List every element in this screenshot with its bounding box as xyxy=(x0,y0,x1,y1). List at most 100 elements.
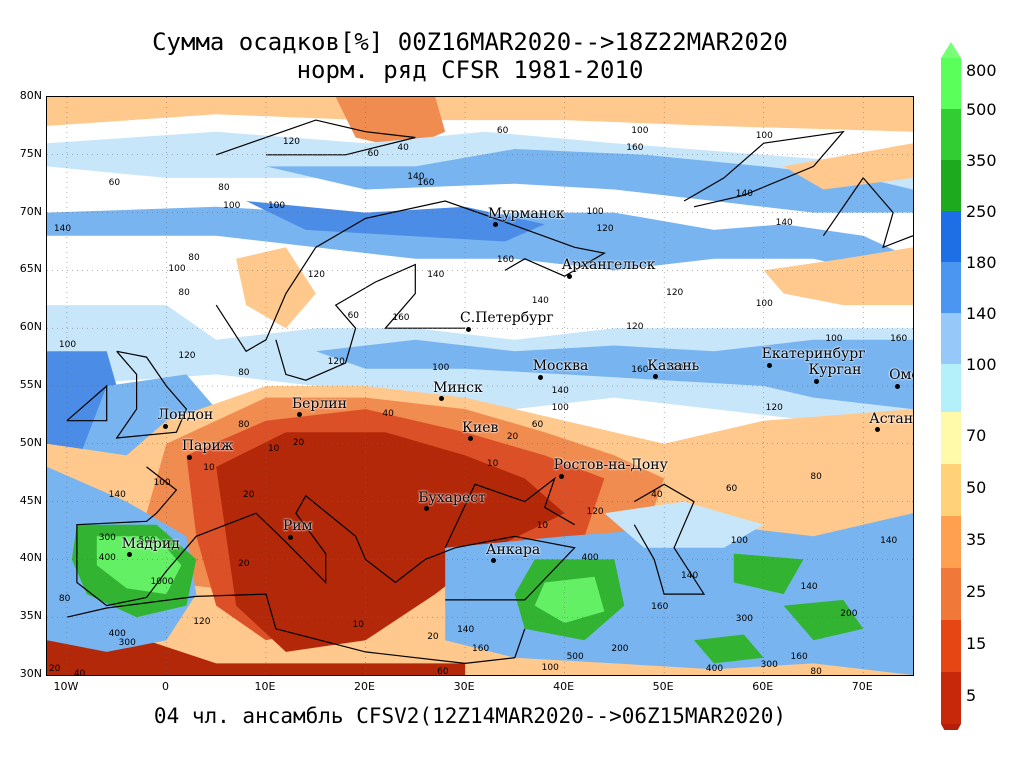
legend-swatch xyxy=(941,313,961,364)
field-region xyxy=(47,305,913,444)
contour-label: 60 xyxy=(367,148,379,159)
contour-label: 80 xyxy=(238,368,250,379)
contour-label: 80 xyxy=(178,287,190,298)
latitude-label: 45N xyxy=(19,493,42,507)
contour-label: 100 xyxy=(432,362,450,373)
city-marker xyxy=(559,473,565,479)
legend-bottom-arrow xyxy=(941,724,961,730)
contour-label: 140 xyxy=(531,295,549,306)
legend-swatch xyxy=(941,211,961,262)
contour-label: 160 xyxy=(651,601,669,612)
legend-swatch xyxy=(941,464,961,516)
contour-label: 200 xyxy=(611,643,629,654)
city-marker xyxy=(493,222,499,227)
city-label: Киев xyxy=(462,419,499,436)
longitude-label: 10W xyxy=(53,680,79,693)
legend-label: 140 xyxy=(966,304,997,323)
contour-label: 100 xyxy=(825,333,843,344)
city-label: С.Петербург xyxy=(460,310,554,327)
precipitation-map: 60 100 100 120 40 60 160 60 80 140 160 100 100 140 140… xyxy=(46,96,914,676)
contour-label: 300 xyxy=(735,613,753,624)
contour-label: 160 xyxy=(890,333,908,344)
legend-swatch xyxy=(941,364,961,415)
city-marker xyxy=(813,378,819,384)
longitude-label: 0 xyxy=(161,680,169,693)
contour-label: 160 xyxy=(392,312,410,323)
contour-label: 40 xyxy=(382,408,394,419)
city-marker xyxy=(465,326,471,332)
city-marker xyxy=(423,506,429,512)
contour-label: 140 xyxy=(457,625,475,636)
field-region xyxy=(783,443,913,502)
contour-label: 160 xyxy=(790,651,808,662)
contour-label: 100 xyxy=(223,200,241,211)
contour-label: 40 xyxy=(73,669,86,676)
contour-label: 80 xyxy=(218,183,230,194)
city-label: Мадрид xyxy=(121,535,180,552)
latitude-label: 30N xyxy=(19,667,42,680)
city-marker xyxy=(288,534,294,540)
latitude-label: 55N xyxy=(19,378,42,391)
field-region xyxy=(733,553,804,595)
city-label: Омск xyxy=(889,367,913,383)
contour-label: 100 xyxy=(631,125,649,136)
contour-label: 80 xyxy=(810,666,822,676)
city-label: Курган xyxy=(808,362,862,379)
contour-label: 60 xyxy=(531,420,544,431)
field-region xyxy=(236,247,316,329)
precip-field xyxy=(47,97,913,675)
contour-label: 500 xyxy=(566,651,584,662)
contour-label: 60 xyxy=(108,177,121,188)
contour-label: 140 xyxy=(800,582,818,593)
legend-swatch xyxy=(941,620,961,672)
legend-label: 350 xyxy=(966,151,997,170)
longitude-label: 20E xyxy=(354,680,375,693)
longitude-label: 70E xyxy=(851,680,873,693)
legend-swatch xyxy=(941,412,961,464)
contour-label: 120 xyxy=(282,137,301,148)
coastline xyxy=(66,593,526,665)
contour-label: 400 xyxy=(581,553,599,564)
ensemble-footer: 04 чл. ансамбль CFSV2(12Z14MAR2020-->06Z… xyxy=(153,704,787,728)
coastline xyxy=(215,200,607,353)
contour-label: 20 xyxy=(506,432,519,443)
longitude-label: 60E xyxy=(752,680,774,693)
contour-label: 120 xyxy=(765,403,783,414)
legend-swatch xyxy=(941,58,961,109)
contour-label: 10 xyxy=(267,443,280,454)
contour-label: 100 xyxy=(153,478,171,489)
contour-label: 20 xyxy=(243,489,255,500)
field-region xyxy=(47,206,913,282)
contour-label: 100 xyxy=(755,299,773,310)
coastline xyxy=(66,384,108,422)
contour-label: 100 xyxy=(58,339,77,350)
contour-label: 140 xyxy=(735,189,753,200)
contour-label: 1000 xyxy=(150,576,174,587)
city-marker xyxy=(127,552,133,558)
field-region xyxy=(694,634,764,664)
city-label: Астана xyxy=(869,410,914,427)
legend-label: 50 xyxy=(966,478,987,497)
contour-label: 120 xyxy=(307,270,325,281)
contour-label: 120 xyxy=(596,223,614,234)
city-label: Париж xyxy=(181,438,234,455)
coastline xyxy=(115,350,188,439)
legend-label: 5 xyxy=(966,686,977,705)
legend-label: 15 xyxy=(966,634,987,653)
city-label: Бухарест xyxy=(418,489,486,506)
contour-label: 60 xyxy=(437,666,449,676)
contour-label: 160 xyxy=(417,177,435,188)
contour-label: 140 xyxy=(775,218,793,229)
map-title-line2: норм. ряд CFSR 1981-2010 xyxy=(296,56,644,84)
contour-label: 80 xyxy=(58,593,71,604)
contour-label: 10 xyxy=(486,458,499,469)
field-region xyxy=(783,599,864,641)
longitude-label: 50E xyxy=(652,680,674,693)
contour-label: 10 xyxy=(203,463,215,474)
contour-label: 160 xyxy=(496,255,515,266)
longitude-label: 10E xyxy=(254,680,276,693)
contour-label: 100 xyxy=(730,536,748,547)
city-label: Берлин xyxy=(291,395,347,412)
field-region xyxy=(534,576,605,623)
legend-top-arrow xyxy=(941,42,961,58)
